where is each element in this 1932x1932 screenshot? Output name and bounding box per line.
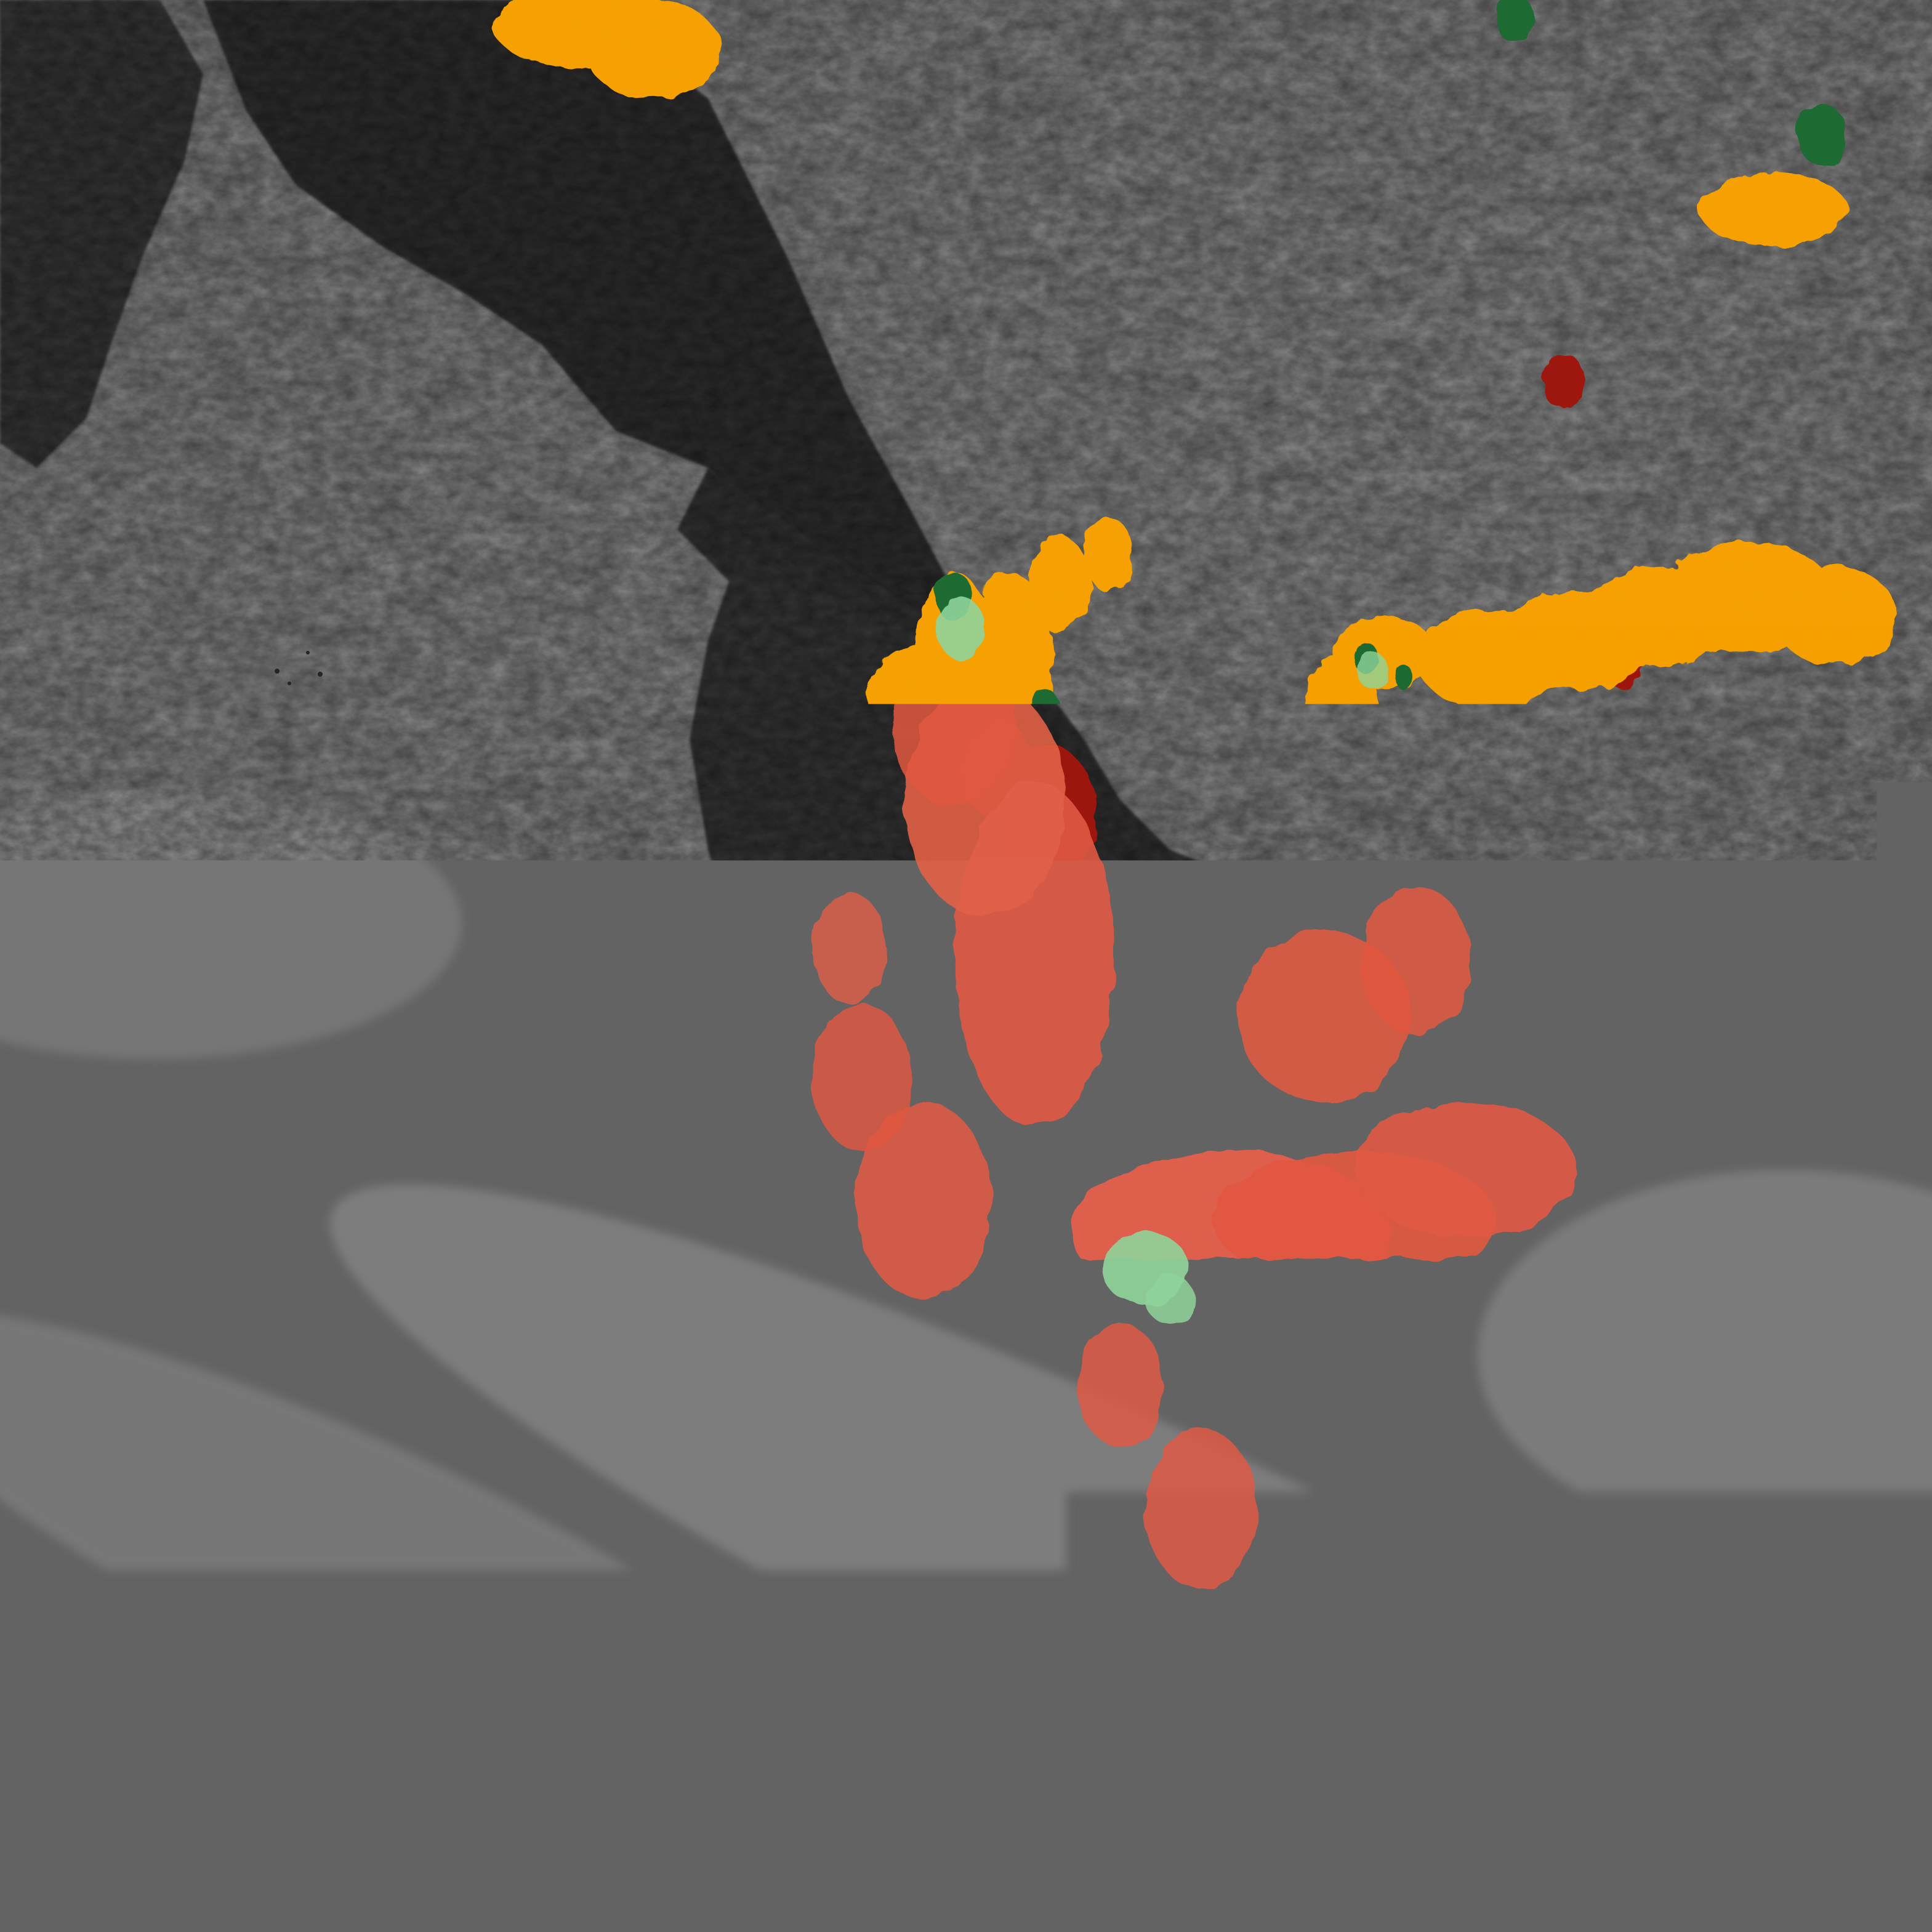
final-grain [0,0,1932,1932]
satellite-image-stage: Infrared satellite weather image with st… [0,0,1932,1932]
